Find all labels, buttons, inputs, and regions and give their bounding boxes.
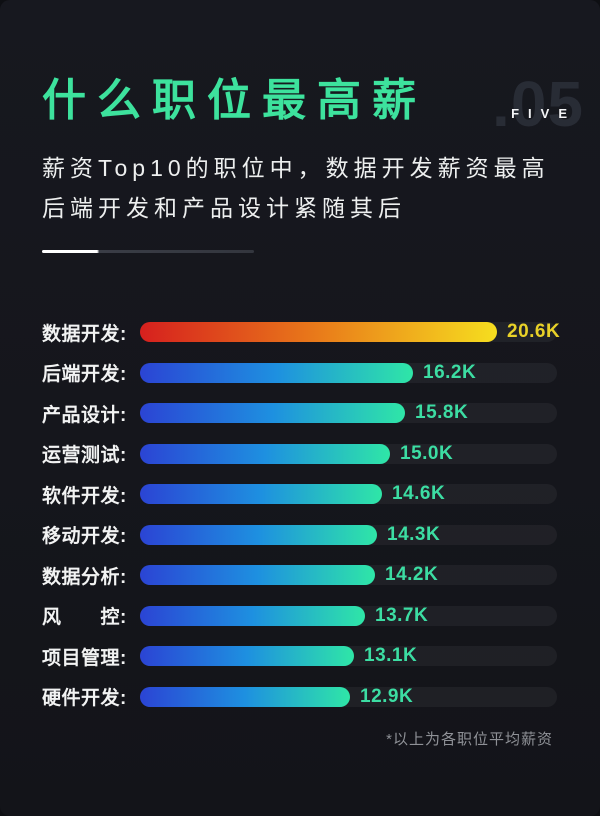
bar-value: 13.1K	[364, 645, 418, 666]
bar-row: 产品设计: 15.8K	[42, 402, 600, 426]
bar-value: 15.8K	[415, 402, 469, 423]
bar-row: 软件开发: 14.6K	[42, 483, 600, 507]
bar	[140, 484, 382, 504]
salary-bar-chart: 数据开发: 20.6K 后端开发: 16.2K 产品设计: 15.8K 运营测试: 15.0K…	[0, 321, 600, 709]
bar-label: 项目管理:	[42, 647, 127, 669]
bar-value: 14.2K	[385, 564, 439, 585]
subtitle-line-1: 薪资Top10的职位中，数据开发薪资最高	[42, 155, 550, 181]
bar-area: 15.8K	[140, 402, 557, 423]
bar	[140, 646, 354, 666]
bar-label: 产品设计:	[42, 404, 127, 426]
bar	[140, 403, 405, 423]
bar-row: 数据分析: 14.2K	[42, 564, 600, 588]
bar-row: 风 控: 13.7K	[42, 604, 600, 628]
bar-row: 运营测试: 15.0K	[42, 442, 600, 466]
bar-value: 16.2K	[423, 361, 477, 383]
bar-label: 软件开发:	[42, 485, 127, 507]
bar	[140, 605, 365, 626]
bar-area: 13.7K	[140, 604, 557, 626]
bar-value: 12.9K	[360, 685, 414, 707]
bar	[140, 686, 350, 707]
bar	[140, 524, 377, 545]
page-number-digits: .05	[492, 68, 584, 140]
bar-label: 风 控:	[42, 607, 127, 628]
page-title: 什么职位最高薪	[42, 76, 427, 125]
bar	[140, 322, 497, 342]
bar-value: 14.6K	[392, 483, 446, 504]
bar-area: 15.0K	[140, 442, 557, 464]
bar-value: 13.7K	[375, 604, 429, 626]
bar-label: 数据开发:	[42, 323, 127, 345]
page-number-word: FIVE	[511, 106, 576, 121]
bar-area: 14.6K	[140, 483, 557, 504]
bar-area: 14.2K	[140, 564, 557, 585]
bar-area: 14.3K	[140, 523, 557, 545]
bar	[140, 565, 375, 585]
footer: *以上为各职位平均薪资	[0, 728, 600, 749]
bar-area: 20.6K	[140, 321, 561, 342]
footnote: *以上为各职位平均薪资	[386, 730, 553, 748]
bar-value: 20.6K	[507, 321, 561, 342]
bar	[140, 443, 390, 464]
bar	[140, 362, 413, 383]
bar-row: 后端开发: 16.2K	[42, 361, 600, 385]
bar-area: 13.1K	[140, 645, 557, 666]
bar-label: 移动开发:	[42, 526, 127, 547]
subtitle-line-2: 后端开发和产品设计紧随其后	[42, 195, 406, 221]
bar-value: 15.0K	[400, 442, 454, 464]
bar-row: 项目管理: 13.1K	[42, 645, 600, 669]
bar-area: 16.2K	[140, 361, 557, 383]
bar-label: 后端开发:	[42, 364, 127, 385]
divider	[42, 250, 254, 253]
bar-row: 数据开发: 20.6K	[42, 321, 600, 345]
bar-row: 移动开发: 14.3K	[42, 523, 600, 547]
bar-label: 硬件开发:	[42, 688, 127, 709]
header: 什么职位最高薪 .05 FIVE 薪资Top10的职位中，数据开发薪资最高 后端…	[0, 0, 600, 253]
bar-value: 14.3K	[387, 523, 441, 545]
subtitle: 薪资Top10的职位中，数据开发薪资最高 后端开发和产品设计紧随其后	[42, 148, 558, 228]
bar-row: 硬件开发: 12.9K	[42, 685, 600, 709]
bar-label: 数据分析:	[42, 566, 127, 588]
bar-label: 运营测试:	[42, 445, 127, 466]
bar-area: 12.9K	[140, 685, 557, 707]
page-number: .05 FIVE	[476, 62, 586, 146]
